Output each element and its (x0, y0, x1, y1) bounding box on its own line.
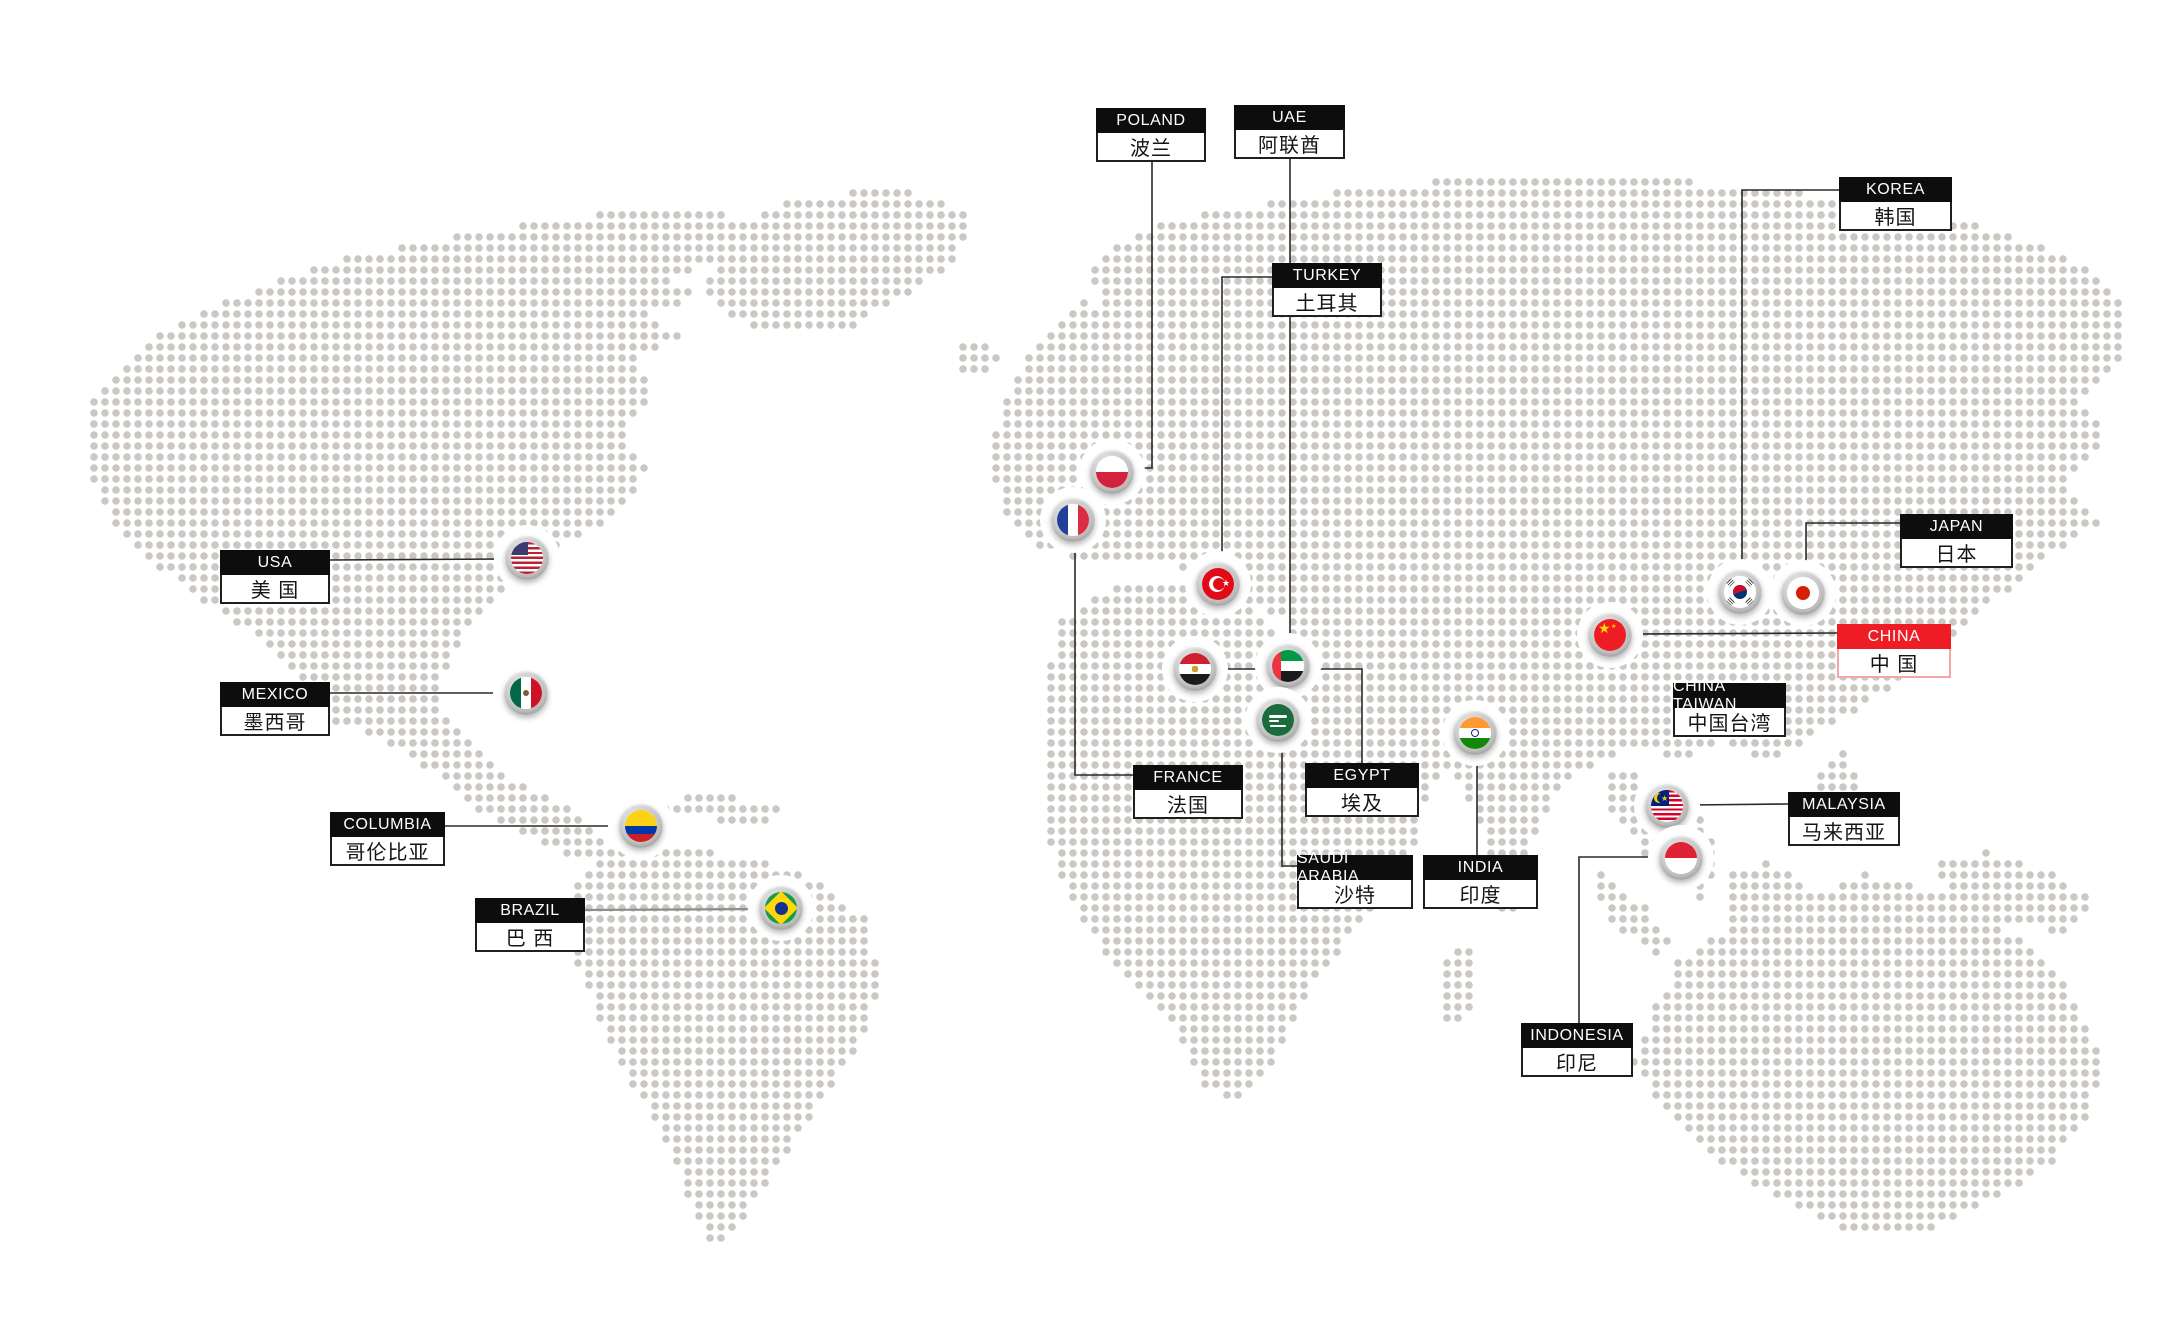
marker-columbia[interactable] (619, 804, 663, 848)
connector-china (1632, 632, 1838, 635)
poland-flag-icon (1096, 456, 1128, 488)
brazil-flag-icon (765, 892, 797, 924)
label-uae[interactable]: UAE 阿联酋 (1234, 105, 1345, 159)
label-india-en: INDIA (1423, 855, 1538, 880)
label-egypt[interactable]: EGYPT 埃及 (1305, 763, 1419, 817)
marker-uae[interactable] (1266, 644, 1310, 688)
label-usa-en: USA (220, 550, 330, 575)
label-malaysia-zh: 马来西亚 (1788, 817, 1900, 846)
label-korea-en: KOREA (1839, 177, 1952, 202)
korea-flag-icon (1724, 576, 1756, 608)
label-usa[interactable]: USA 美 国 (220, 550, 330, 604)
india-flag-icon (1459, 717, 1491, 749)
label-uae-en: UAE (1234, 105, 1345, 130)
label-columbia-en: COLUMBIA (330, 812, 445, 837)
label-indonesia-zh: 印尼 (1521, 1048, 1633, 1077)
marker-turkey[interactable]: ★ (1196, 562, 1240, 606)
connector-saudi-arabia (1281, 742, 1297, 867)
marker-indonesia[interactable] (1659, 836, 1703, 880)
label-malaysia-en: MALAYSIA (1788, 792, 1900, 817)
marker-korea[interactable] (1718, 570, 1762, 614)
marker-brazil[interactable] (759, 886, 803, 930)
marker-japan[interactable] (1781, 571, 1825, 615)
usa-flag-icon (511, 542, 543, 574)
label-poland[interactable]: POLAND 波兰 (1096, 108, 1206, 162)
label-egypt-zh: 埃及 (1305, 788, 1419, 817)
columbia-flag-icon (625, 810, 657, 842)
label-saudi-arabia-zh: 沙特 (1297, 880, 1413, 909)
indonesia-flag-icon (1665, 842, 1697, 874)
connector-france (1074, 542, 1133, 776)
marker-mexico[interactable] (504, 671, 548, 715)
label-china-zh: 中 国 (1837, 649, 1951, 678)
label-turkey-en: TURKEY (1272, 263, 1382, 288)
connector-indonesia (1578, 856, 1660, 1023)
label-turkey[interactable]: TURKEY 土耳其 (1272, 263, 1382, 317)
label-china-taiwan-en: CHINA TAIWAN (1673, 678, 1786, 713)
label-columbia-zh: 哥伦比亚 (330, 837, 445, 866)
connector-malaysia (1689, 803, 1789, 806)
connector-usa (329, 558, 507, 561)
marker-china[interactable]: ★ ★ (1588, 613, 1632, 657)
label-turkey-zh: 土耳其 (1272, 288, 1382, 317)
egypt-flag-icon (1179, 653, 1211, 685)
connector-korea (1741, 189, 1839, 571)
connector-poland (1134, 161, 1153, 469)
label-china[interactable]: CHINA 中 国 (1837, 624, 1951, 678)
label-usa-zh: 美 国 (220, 575, 330, 604)
label-indonesia[interactable]: INDONESIA 印尼 (1521, 1023, 1633, 1077)
label-japan-zh: 日本 (1900, 539, 2013, 568)
label-egypt-en: EGYPT (1305, 763, 1419, 788)
turkey-flag-icon: ★ (1202, 568, 1234, 600)
label-japan-en: JAPAN (1900, 514, 2013, 539)
marker-egypt[interactable] (1173, 647, 1217, 691)
japan-flag-icon (1787, 577, 1819, 609)
label-france[interactable]: FRANCE 法国 (1133, 765, 1243, 819)
uae-flag-icon (1272, 650, 1304, 682)
france-flag-icon (1057, 504, 1089, 536)
label-uae-zh: 阿联酋 (1234, 130, 1345, 159)
label-brazil[interactable]: BRAZIL 巴 西 (475, 898, 585, 952)
marker-malaysia[interactable]: ★ (1645, 784, 1689, 828)
marker-france[interactable] (1051, 498, 1095, 542)
label-mexico-en: MEXICO (220, 682, 330, 707)
label-japan[interactable]: JAPAN 日本 (1900, 514, 2013, 568)
marker-saudi-arabia[interactable] (1256, 698, 1300, 742)
label-brazil-zh: 巴 西 (475, 923, 585, 952)
label-poland-en: POLAND (1096, 108, 1206, 133)
mexico-flag-icon (510, 677, 542, 709)
marker-usa[interactable] (505, 536, 549, 580)
china-flag-icon: ★ ★ (1594, 619, 1626, 651)
label-mexico-zh: 墨西哥 (220, 707, 330, 736)
label-korea[interactable]: KOREA 韩国 (1839, 177, 1952, 231)
label-poland-zh: 波兰 (1096, 133, 1206, 162)
label-korea-zh: 韩国 (1839, 202, 1952, 231)
label-columbia[interactable]: COLUMBIA 哥伦比亚 (330, 812, 445, 866)
label-china-en: CHINA (1837, 624, 1951, 649)
malaysia-flag-icon: ★ (1651, 790, 1683, 822)
label-indonesia-en: INDONESIA (1521, 1023, 1633, 1048)
label-saudi-arabia-en: SAUDI ARABIA (1297, 850, 1413, 885)
label-india[interactable]: INDIA 印度 (1423, 855, 1538, 909)
marker-poland[interactable] (1090, 450, 1134, 494)
label-brazil-en: BRAZIL (475, 898, 585, 923)
connector-japan (1805, 522, 1900, 572)
label-china-taiwan[interactable]: CHINA TAIWAN 中国台湾 (1673, 678, 1786, 737)
connector-brazil (584, 907, 761, 912)
label-malaysia[interactable]: MALAYSIA 马来西亚 (1788, 792, 1900, 846)
connector-turkey (1221, 276, 1272, 562)
label-france-en: FRANCE (1133, 765, 1243, 790)
label-mexico[interactable]: MEXICO 墨西哥 (220, 682, 330, 736)
label-france-zh: 法国 (1133, 790, 1243, 819)
label-saudi-arabia[interactable]: SAUDI ARABIA 沙特 (1297, 850, 1413, 909)
marker-india[interactable] (1453, 711, 1497, 755)
label-china-taiwan-zh: 中国台湾 (1673, 708, 1786, 737)
label-india-zh: 印度 (1423, 880, 1538, 909)
saudi-arabia-flag-icon (1262, 704, 1294, 736)
